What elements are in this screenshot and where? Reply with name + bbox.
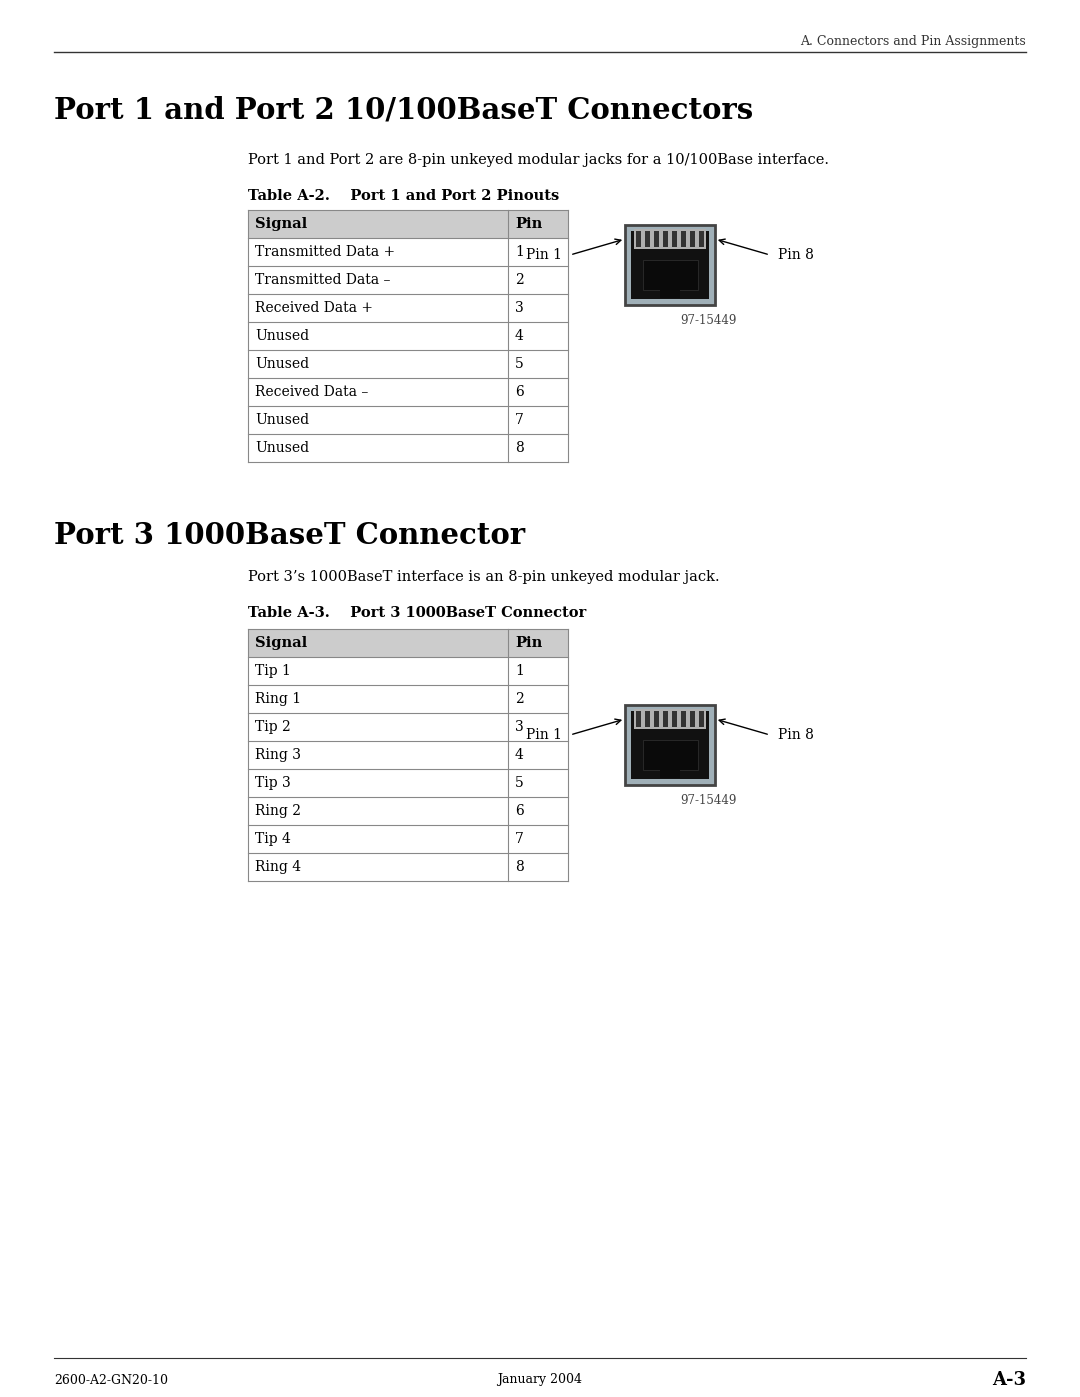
Bar	[248, 768, 568, 798]
Text: Signal: Signal	[255, 217, 307, 231]
Bar	[681, 231, 686, 247]
Text: Tip 2: Tip 2	[255, 719, 291, 733]
Bar	[248, 351, 568, 379]
Bar	[248, 265, 568, 293]
Bar	[636, 231, 642, 247]
Bar	[248, 740, 568, 768]
Bar	[660, 770, 680, 778]
Text: Unused: Unused	[255, 330, 309, 344]
Text: Unused: Unused	[255, 358, 309, 372]
Text: Tip 3: Tip 3	[255, 775, 291, 789]
Text: A-3: A-3	[993, 1370, 1026, 1389]
Bar	[248, 407, 568, 434]
Text: Table A-3.    Port 3 1000BaseT Connector: Table A-3. Port 3 1000BaseT Connector	[248, 606, 586, 620]
Text: Unused: Unused	[255, 441, 309, 455]
Text: Pin 8: Pin 8	[778, 249, 814, 263]
Text: 6: 6	[515, 805, 524, 819]
Text: Port 3’s 1000BaseT interface is an 8-pin unkeyed modular jack.: Port 3’s 1000BaseT interface is an 8-pin…	[248, 570, 719, 584]
Text: Pin 1: Pin 1	[526, 249, 562, 263]
Text: 97-15449: 97-15449	[680, 793, 737, 806]
Text: 3: 3	[515, 300, 524, 314]
Text: Table A-2.    Port 1 and Port 2 Pinouts: Table A-2. Port 1 and Port 2 Pinouts	[248, 189, 559, 203]
Text: 2600-A2-GN20-10: 2600-A2-GN20-10	[54, 1373, 168, 1386]
Text: 8: 8	[515, 441, 524, 455]
Text: Signal: Signal	[255, 636, 307, 650]
Text: 97-15449: 97-15449	[680, 313, 737, 327]
Bar	[690, 231, 696, 247]
Bar	[699, 231, 704, 247]
Bar	[654, 231, 659, 247]
Text: Port 3 1000BaseT Connector: Port 3 1000BaseT Connector	[54, 521, 525, 549]
Text: Port 1 and Port 2 are 8-pin unkeyed modular jacks for a 10/100Base interface.: Port 1 and Port 2 are 8-pin unkeyed modu…	[248, 154, 829, 168]
Bar	[631, 231, 708, 299]
Bar	[663, 711, 669, 726]
Text: Transmitted Data +: Transmitted Data +	[255, 244, 395, 258]
Bar	[248, 712, 568, 740]
Bar	[634, 229, 706, 249]
Text: A. Connectors and Pin Assignments: A. Connectors and Pin Assignments	[800, 35, 1026, 49]
Bar	[672, 231, 677, 247]
Text: Ring 3: Ring 3	[255, 747, 301, 761]
Text: 6: 6	[515, 386, 524, 400]
Text: Pin: Pin	[515, 636, 542, 650]
Bar	[248, 657, 568, 685]
Bar	[631, 711, 708, 780]
Text: 7: 7	[515, 833, 524, 847]
Bar	[681, 711, 686, 726]
Bar	[625, 225, 715, 305]
Bar	[643, 260, 698, 291]
Text: Pin: Pin	[515, 217, 542, 231]
Bar	[645, 231, 650, 247]
Text: 3: 3	[515, 719, 524, 733]
Text: Tip 4: Tip 4	[255, 833, 291, 847]
Bar	[654, 711, 659, 726]
Text: Tip 1: Tip 1	[255, 664, 291, 678]
Bar	[248, 629, 568, 657]
Bar	[248, 798, 568, 826]
Bar	[645, 711, 650, 726]
Text: January 2004: January 2004	[498, 1373, 582, 1386]
Text: 5: 5	[515, 775, 524, 789]
Text: Pin 8: Pin 8	[778, 728, 814, 742]
Text: 1: 1	[515, 664, 524, 678]
Bar	[248, 854, 568, 882]
Text: Received Data +: Received Data +	[255, 300, 373, 314]
Bar	[636, 711, 642, 726]
Text: Ring 1: Ring 1	[255, 692, 301, 705]
Text: Received Data –: Received Data –	[255, 386, 368, 400]
Text: Ring 2: Ring 2	[255, 805, 301, 819]
Bar	[248, 293, 568, 321]
Text: Ring 4: Ring 4	[255, 861, 301, 875]
Text: Port 1 and Port 2 10/100BaseT Connectors: Port 1 and Port 2 10/100BaseT Connectors	[54, 95, 753, 124]
Bar	[625, 705, 715, 785]
Bar	[248, 685, 568, 712]
Bar	[634, 710, 706, 729]
Text: 8: 8	[515, 861, 524, 875]
Text: 5: 5	[515, 358, 524, 372]
Text: 1: 1	[515, 244, 524, 258]
Text: 7: 7	[515, 414, 524, 427]
Text: Unused: Unused	[255, 414, 309, 427]
Text: 2: 2	[515, 692, 524, 705]
Text: 4: 4	[515, 330, 524, 344]
Bar	[248, 321, 568, 351]
Text: Pin 1: Pin 1	[526, 728, 562, 742]
Bar	[672, 711, 677, 726]
Bar	[248, 434, 568, 462]
Text: 2: 2	[515, 272, 524, 286]
Bar	[690, 711, 696, 726]
Bar	[663, 231, 669, 247]
Bar	[248, 210, 568, 237]
Bar	[643, 740, 698, 770]
Bar	[248, 379, 568, 407]
Text: 4: 4	[515, 747, 524, 761]
Text: Transmitted Data –: Transmitted Data –	[255, 272, 391, 286]
Bar	[248, 826, 568, 854]
Bar	[248, 237, 568, 265]
Bar	[660, 291, 680, 298]
Bar	[699, 711, 704, 726]
